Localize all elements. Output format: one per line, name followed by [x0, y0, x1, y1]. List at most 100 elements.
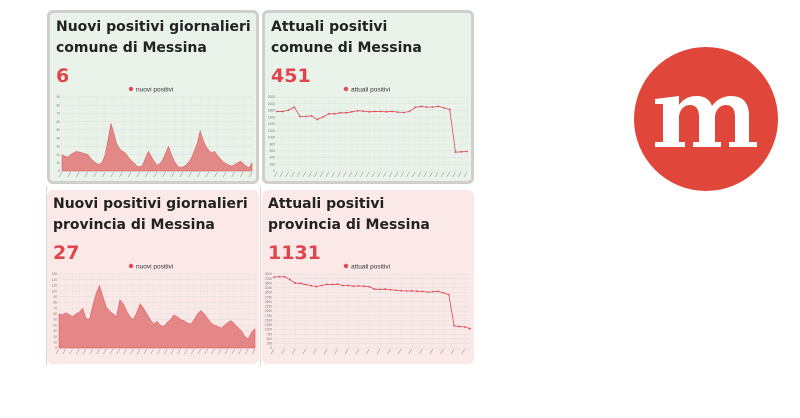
x-tick-label — [163, 348, 168, 355]
y-tick-label: 600 — [270, 149, 276, 153]
x-tick-label — [179, 171, 184, 178]
x-tick-label — [417, 171, 422, 178]
y-tick-label: 3000 — [265, 291, 272, 295]
data-point — [316, 118, 319, 121]
x-tick-label — [103, 348, 107, 355]
data-point — [299, 282, 302, 285]
y-tick-label: 1800 — [268, 109, 275, 113]
y-tick-label: 120 — [52, 278, 58, 282]
y-tick-label: 800 — [270, 142, 276, 146]
x-tick-label — [397, 348, 402, 355]
x-tick-label — [400, 171, 404, 178]
y-tick-label: 200 — [270, 162, 276, 166]
data-point — [315, 285, 318, 288]
data-point — [410, 289, 413, 292]
data-point — [310, 284, 312, 287]
x-tick-label — [116, 348, 121, 355]
x-tick-label — [110, 171, 115, 178]
legend-label: nuovi positivi — [136, 87, 173, 94]
y-tick-label: 80 — [53, 301, 57, 305]
data-point — [278, 275, 281, 278]
x-tick-label — [331, 171, 335, 178]
legend-marker — [128, 263, 134, 269]
legend-marker — [128, 86, 134, 92]
x-tick-label — [109, 348, 114, 355]
x-tick-label — [76, 348, 80, 355]
data-point — [336, 283, 339, 286]
data-point — [448, 108, 451, 111]
title-line-1: Attuali positivi — [268, 196, 385, 212]
data-point — [373, 110, 376, 113]
y-tick-label: 2500 — [265, 300, 272, 304]
x-tick-label — [62, 348, 67, 355]
x-tick-label — [157, 348, 161, 355]
y-tick-label: 30 — [56, 145, 60, 149]
x-tick-label — [89, 348, 94, 355]
data-point — [352, 285, 355, 288]
x-tick-label — [450, 348, 455, 355]
data-point — [420, 105, 422, 108]
x-tick-label — [323, 348, 328, 355]
x-tick-label — [190, 348, 195, 355]
y-tick-label: 60 — [53, 312, 57, 316]
data-point — [408, 110, 411, 113]
y-tick-label: 60 — [56, 120, 60, 124]
middle-divider — [260, 186, 261, 366]
x-tick-label — [162, 171, 166, 178]
x-tick-label — [348, 171, 353, 178]
data-point — [437, 105, 440, 108]
data-point — [437, 290, 440, 293]
y-tick-label: 110 — [52, 284, 57, 288]
chart-attuali-provincia: attuali positivi 025050075010001250150017… — [265, 264, 471, 355]
data-point — [379, 110, 382, 113]
data-point — [389, 288, 392, 291]
x-tick-label — [429, 348, 434, 355]
card-title: Nuovi positivi giornalieri provincia di … — [53, 194, 253, 236]
x-tick-label — [423, 171, 427, 178]
x-tick-label — [205, 171, 210, 178]
y-tick-label: 20 — [53, 335, 57, 339]
card-title: Attuali positivi comune di Messina — [271, 17, 471, 59]
x-tick-label — [238, 348, 242, 355]
data-point — [426, 291, 429, 294]
title-line-2: provincia di Messina — [268, 217, 430, 233]
data-point — [331, 283, 334, 286]
value-count: 1131 — [268, 242, 321, 264]
data-point — [320, 284, 323, 287]
value-count: 6 — [56, 65, 70, 87]
x-tick-label — [308, 171, 312, 178]
data-point — [460, 150, 463, 153]
x-tick-label — [123, 348, 127, 355]
x-tick-label — [394, 171, 399, 178]
left-divider — [46, 186, 47, 366]
data-point — [466, 150, 468, 153]
data-point — [454, 151, 457, 154]
x-tick-label — [291, 171, 295, 178]
x-tick-label — [217, 348, 222, 355]
x-tick-label — [291, 348, 296, 355]
title-line-2: provincia di Messina — [53, 217, 215, 233]
y-tick-label: 250 — [267, 342, 273, 346]
x-tick-label — [387, 348, 391, 355]
data-point — [400, 289, 403, 292]
x-tick-label — [273, 171, 278, 178]
x-tick-label — [461, 348, 465, 355]
title-line-2: comune di Messina — [56, 40, 207, 56]
x-tick-label — [463, 171, 468, 178]
x-tick-label — [296, 171, 301, 178]
x-tick-label — [177, 348, 181, 355]
x-tick-label — [285, 171, 289, 178]
data-point — [384, 288, 387, 291]
data-point — [447, 293, 450, 296]
y-tick-label: 1400 — [268, 122, 275, 126]
data-point — [299, 115, 301, 118]
line-series — [277, 106, 468, 153]
x-tick-label — [248, 171, 253, 178]
data-point — [425, 106, 428, 108]
x-tick-label — [354, 171, 358, 178]
x-tick-label — [251, 348, 256, 355]
data-point — [341, 284, 344, 287]
y-tick-label: 2000 — [268, 102, 275, 106]
data-point — [288, 278, 291, 281]
